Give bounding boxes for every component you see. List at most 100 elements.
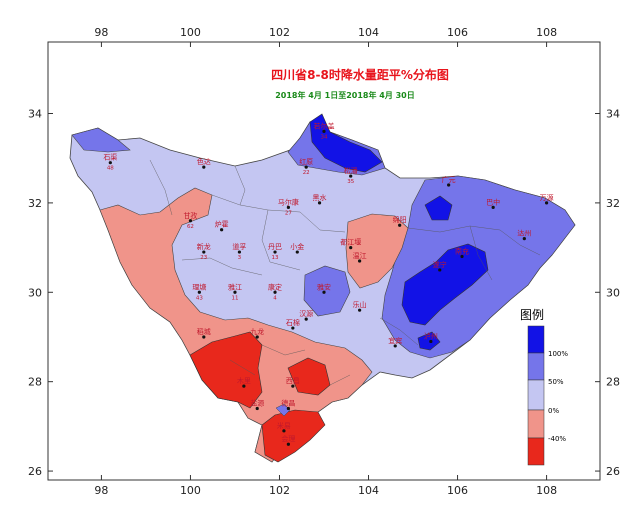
dry-region-west (99, 187, 373, 463)
x-tick-label-bottom: 102 (269, 484, 290, 497)
city-name: 南充 (455, 247, 469, 256)
city-name: 汉源 (299, 309, 313, 318)
city-marker: 宜宾 (388, 336, 402, 348)
city-dot (429, 339, 433, 344)
city-dot (108, 161, 112, 165)
city-marker: 都江堰 (340, 238, 361, 250)
legend-swatch-wet (527, 352, 545, 381)
city-marker: 马尔康 27 (278, 197, 299, 216)
city-dot (273, 290, 277, 294)
city-name: 达州 (517, 229, 531, 238)
city-name: 黑水 (313, 193, 327, 202)
city-value: 11 (231, 295, 238, 301)
city-marker: 绵阳 (393, 215, 407, 227)
city-marker: 南充 (455, 247, 469, 259)
city-value: 13 (272, 255, 279, 261)
city-marker: 松潘 35 (344, 166, 358, 185)
city-dot (188, 219, 193, 223)
legend-swatch-dry (527, 409, 545, 439)
city-value: 34 (321, 134, 328, 140)
y-tick-label-right: 34 (606, 108, 620, 121)
city-marker: 甘孜 62 (183, 211, 197, 230)
city-dot (322, 290, 326, 294)
y-tick-label-right: 28 (606, 376, 620, 389)
x-tick-label-bottom: 104 (358, 484, 379, 497)
city-dot (237, 250, 242, 254)
x-tick-label-bottom: 108 (536, 484, 557, 497)
city-dot (233, 290, 237, 294)
x-tick-label-top: 102 (269, 26, 290, 39)
city-marker: 道孚 3 (232, 242, 246, 261)
city-name: 雅江 (228, 282, 242, 291)
x-tick-label-bottom: 98 (94, 484, 108, 497)
city-marker: 若尔盖 34 (314, 121, 335, 140)
city-name: 遂宁 (433, 260, 447, 269)
city-name: 西昌 (286, 377, 300, 385)
wet-patch-south (275, 403, 291, 417)
city-name: 炉霍 (215, 220, 229, 229)
city-dot (522, 237, 526, 241)
x-tick-label-bottom: 100 (180, 484, 201, 497)
city-name: 都江堰 (340, 238, 361, 247)
y-tick-label-right: 30 (606, 286, 620, 299)
city-marker: 理塘 43 (192, 282, 206, 301)
city-name: 巴中 (486, 197, 500, 206)
city-name: 丹巴 (268, 243, 282, 251)
city-marker: 色达 (197, 157, 211, 169)
city-marker: 盐源 (250, 398, 264, 411)
city-value: 4 (273, 295, 277, 301)
city-dot (349, 174, 353, 178)
city-name: 木里 (237, 376, 251, 385)
city-name: 宜宾 (388, 336, 402, 345)
city-marker: 巴中 (486, 197, 500, 209)
city-name: 理塘 (192, 282, 206, 291)
city-dot (544, 201, 549, 205)
map-subtitle: 2018年 4月 1日至2018年 4月 30日 (275, 90, 415, 100)
x-tick-label-top: 98 (94, 26, 108, 39)
city-marker: 炉霍 (215, 220, 229, 232)
city-dot (282, 429, 286, 433)
city-marker: 丹巴 13 (268, 243, 282, 261)
city-name: 泸州 (424, 331, 438, 340)
city-name: 色达 (197, 157, 211, 166)
city-name: 若尔盖 (314, 121, 335, 130)
city-value: 48 (107, 166, 114, 172)
city-dot (202, 335, 206, 339)
y-tick-label-left: 26 (28, 465, 42, 478)
city-marker: 汉源 (299, 309, 313, 321)
legend-swatch-strong-dry (527, 437, 545, 466)
city-dot (447, 183, 451, 187)
x-tick-label-top: 108 (536, 26, 557, 39)
city-marker: 会理 (281, 434, 295, 446)
city-name: 温江 (353, 251, 367, 260)
strong-wet-region-east (401, 243, 489, 326)
city-name: 康定 (268, 282, 282, 291)
legend-label-100: 100% (548, 350, 568, 358)
y-tick-label-left: 28 (28, 376, 42, 389)
city-dot (202, 165, 206, 169)
city-name: 松潘 (344, 166, 358, 175)
city-name: 万源 (540, 193, 554, 202)
y-tick-label-left: 32 (28, 197, 42, 210)
city-marker: 乐山 (353, 300, 367, 312)
city-marker: 温江 (353, 251, 367, 263)
city-marker: 九龙 (250, 327, 264, 339)
city-dot (438, 268, 442, 272)
wet-region-central (303, 265, 351, 317)
city-dot (273, 250, 277, 254)
city-name: 米易 (277, 421, 291, 430)
city-dot (349, 245, 353, 250)
strong-wet-patch-a (424, 195, 453, 221)
city-marker: 红原 22 (299, 157, 313, 176)
legend-swatch-slight-wet (527, 379, 545, 411)
city-marker: 康定 4 (268, 282, 282, 301)
city-dot (291, 326, 295, 330)
legend-label-0: 0% (548, 407, 559, 415)
city-marker: 新龙 23 (197, 242, 211, 261)
city-dot (286, 442, 290, 446)
strong-dry-region-south (189, 331, 263, 409)
city-name: 新龙 (197, 242, 211, 251)
city-value: 3 (238, 255, 242, 261)
y-tick-label-right: 26 (606, 465, 620, 478)
